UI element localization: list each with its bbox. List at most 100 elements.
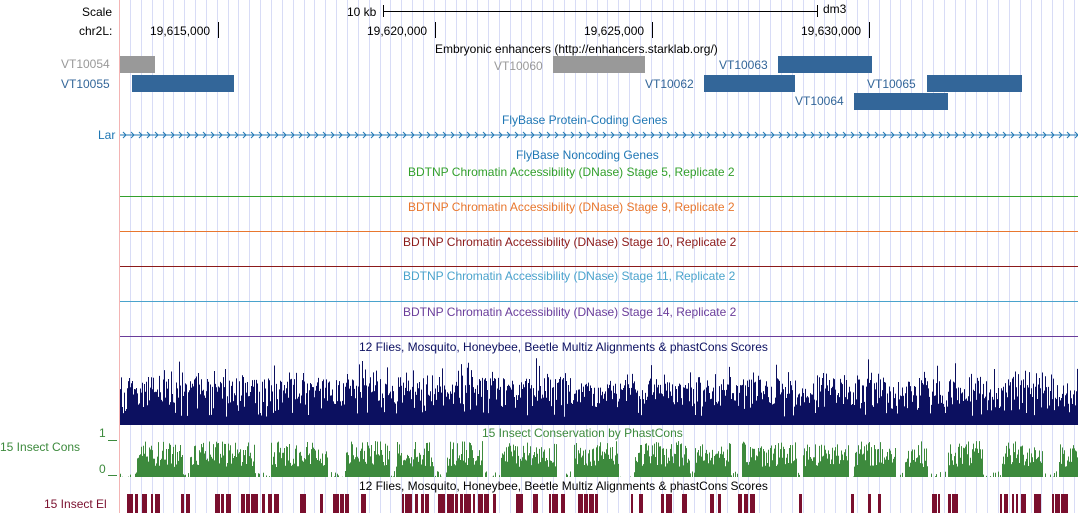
flybase-noncoding-track-title[interactable]: FlyBase Noncoding Genes [516, 148, 659, 162]
enhancer-feature-vt10054[interactable] [120, 56, 155, 73]
grid-line [130, 0, 131, 513]
strand-arrow [610, 131, 615, 139]
dnase-stage5-signal[interactable] [120, 196, 1078, 197]
grid-line [824, 0, 825, 513]
conserved-element [300, 494, 306, 513]
grid-line [759, 0, 760, 513]
phastcons-plot[interactable] [120, 441, 1078, 477]
strand-arrow [586, 131, 591, 139]
gene-lar-model[interactable] [120, 128, 1078, 142]
grid-line [955, 0, 956, 513]
dnase-stage14-title[interactable]: BDTNP Chromatin Accessibility (DNase) St… [403, 305, 737, 319]
strand-arrow [418, 131, 423, 139]
strand-arrow [162, 131, 167, 139]
grid-line [911, 0, 912, 513]
enhancers-track-title[interactable]: Embryonic enhancers (http://enhancers.st… [435, 42, 718, 56]
strand-arrow [514, 131, 519, 139]
grid-line [738, 0, 739, 513]
dnase-stage11-signal[interactable] [120, 301, 1078, 302]
grid-line [249, 0, 250, 513]
grid-line [206, 0, 207, 513]
strand-arrow [658, 131, 663, 139]
enhancer-label-vt10065[interactable]: VT10065 [867, 77, 916, 91]
grid-line [304, 0, 305, 513]
strand-arrow [202, 131, 207, 139]
enhancer-label-vt10060[interactable]: VT10060 [494, 59, 543, 73]
conserved-element [533, 494, 538, 513]
strand-arrow [874, 131, 879, 139]
strand-arrow [714, 131, 719, 139]
grid-line [163, 0, 164, 513]
multiz-conservation-plot[interactable] [120, 355, 1078, 425]
elements-side-label[interactable]: 15 Insect El [44, 497, 107, 511]
strand-arrow [882, 131, 887, 139]
enhancer-feature-vt10063[interactable] [778, 56, 872, 73]
phastcons-track-title[interactable]: 15 Insect Conservation by PhastCons [482, 426, 683, 440]
strand-arrow [378, 131, 383, 139]
conserved-element [493, 494, 496, 513]
strand-arrow [1010, 131, 1015, 139]
grid-line [325, 0, 326, 513]
flybase-coding-track-title[interactable]: FlyBase Protein-Coding Genes [502, 113, 668, 127]
enhancer-label-vt10062[interactable]: VT10062 [645, 77, 694, 91]
strand-arrow [138, 131, 143, 139]
dnase-stage5-title[interactable]: BDTNP Chromatin Accessibility (DNase) St… [408, 165, 735, 179]
gene-label-lar[interactable]: Lar [98, 128, 116, 142]
strand-arrow [706, 131, 711, 139]
strand-arrow [490, 131, 495, 139]
grid-line [456, 0, 457, 513]
scale-value: 10 kb [347, 5, 377, 19]
grid-line [412, 0, 413, 513]
grid-line [629, 0, 630, 513]
dnase-stage9-title[interactable]: BDTNP Chromatin Accessibility (DNase) St… [408, 200, 735, 214]
dnase-stage10-signal[interactable] [120, 266, 1078, 267]
strand-arrow [546, 131, 551, 139]
enhancer-label-vt10055[interactable]: VT10055 [61, 77, 110, 91]
scale-bar-right-tick [817, 5, 818, 17]
phastcons-scale-tick [108, 475, 117, 476]
strand-arrow [634, 131, 639, 139]
multiz-track-title[interactable]: 12 Flies, Mosquito, Honeybee, Beetle Mul… [359, 340, 768, 354]
enhancer-feature-vt10065[interactable] [927, 75, 1022, 92]
grid-line [803, 0, 804, 513]
conserved-element [738, 494, 742, 513]
conserved-element [425, 494, 429, 513]
enhancer-feature-vt10060[interactable] [553, 56, 645, 73]
grid-line [879, 0, 880, 513]
grid-line [998, 0, 999, 513]
strand-arrow [698, 131, 703, 139]
enhancer-label-vt10054[interactable]: VT10054 [61, 57, 110, 71]
strand-arrow [1066, 131, 1071, 139]
enhancer-feature-vt10064[interactable] [854, 93, 948, 110]
strand-arrow [842, 131, 847, 139]
enhancer-label-vt10063[interactable]: VT10063 [719, 58, 768, 72]
conserved-element [127, 494, 133, 513]
grid-line [814, 0, 815, 513]
strand-arrow [402, 131, 407, 139]
dnase-stage10-title[interactable]: BDTNP Chromatin Accessibility (DNase) St… [403, 235, 737, 249]
strand-arrow [362, 131, 367, 139]
grid-line [553, 0, 554, 513]
conserved-element [1052, 494, 1054, 513]
conserved-element [274, 494, 279, 513]
enhancer-feature-vt10055[interactable] [132, 75, 234, 92]
conserved-element [221, 494, 224, 513]
strand-arrow [266, 131, 271, 139]
elements-track-title[interactable]: 12 Flies, Mosquito, Honeybee, Beetle Mul… [359, 479, 768, 493]
grid-line [358, 0, 359, 513]
conserved-element [552, 494, 558, 513]
conserved-element [438, 494, 445, 513]
grid-line [857, 0, 858, 513]
dnase-stage11-title[interactable]: BDTNP Chromatin Accessibility (DNase) St… [403, 269, 736, 283]
strand-arrow [674, 131, 679, 139]
phastcons-side-label[interactable]: 15 Insect Cons [0, 440, 81, 454]
enhancer-feature-vt10062[interactable] [704, 75, 795, 92]
scale-bar-left-tick [383, 5, 384, 17]
dnase-stage9-signal[interactable] [120, 231, 1078, 232]
dnase-stage14-signal[interactable] [120, 336, 1078, 337]
grid-line [1063, 0, 1064, 513]
conserved-elements-plot[interactable] [120, 494, 1078, 513]
conserved-element [1016, 494, 1018, 513]
enhancer-label-vt10064[interactable]: VT10064 [795, 94, 844, 108]
strand-arrow [370, 131, 375, 139]
